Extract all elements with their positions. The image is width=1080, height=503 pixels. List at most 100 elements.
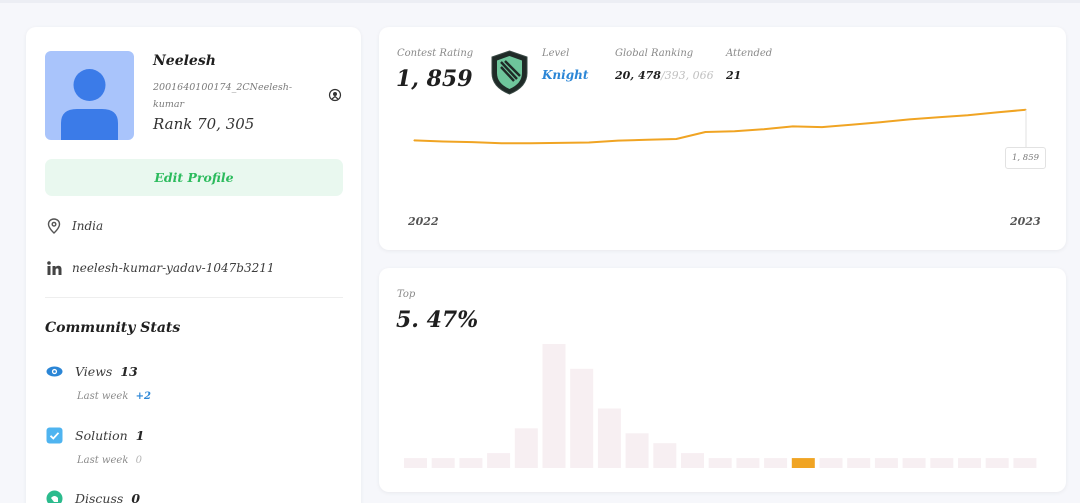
- profile-rank: Rank 70, 305: [153, 115, 255, 133]
- rating-point[interactable]: [588, 141, 590, 144]
- community-stats-title: Community Stats: [45, 320, 181, 336]
- distribution-bar[interactable]: [404, 458, 427, 468]
- stat-solution-sub-label: Last week: [77, 455, 129, 466]
- location-pin-icon: [46, 218, 62, 234]
- distribution-bar[interactable]: [819, 458, 843, 468]
- distribution-bar[interactable]: [542, 344, 566, 468]
- global-ranking-value: 20, 478/393, 066: [615, 69, 714, 82]
- top-bar: [0, 0, 1080, 3]
- divider: [45, 297, 343, 298]
- rating-point[interactable]: [733, 130, 736, 132]
- attended-label: Attended: [726, 48, 773, 59]
- attended-value: 21: [726, 69, 742, 82]
- rating-point[interactable]: [704, 131, 707, 133]
- rating-point[interactable]: [763, 128, 765, 130]
- rating-point[interactable]: [821, 126, 823, 128]
- rating-point[interactable]: [617, 140, 619, 142]
- eye-icon: [46, 366, 63, 377]
- location-row: India: [46, 218, 103, 234]
- badge-icon[interactable]: [328, 88, 342, 102]
- stat-views-label: Views: [75, 364, 113, 379]
- stat-discuss-label: Discuss: [75, 491, 124, 503]
- profile-name: Neelesh: [153, 53, 216, 69]
- level-label: Level: [542, 48, 570, 59]
- stat-solution: Solution 1: [46, 427, 144, 444]
- stat-solution-delta: 0: [135, 455, 142, 466]
- distribution-bar[interactable]: [958, 458, 981, 468]
- top-value: 5. 47%: [396, 307, 479, 333]
- solution-check-icon: [46, 427, 63, 444]
- x-tick-label-end: 2023: [1010, 215, 1041, 228]
- level-value: Knight: [542, 68, 589, 82]
- rating-point[interactable]: [529, 142, 532, 144]
- stat-views-sub: Last week +2: [77, 391, 151, 402]
- user-silhouette-icon: [61, 69, 118, 140]
- edit-profile-button[interactable]: Edit Profile: [45, 159, 343, 196]
- rating-line-chart[interactable]: [379, 27, 1066, 250]
- rating-distribution-chart[interactable]: [379, 268, 1066, 492]
- distribution-bar[interactable]: [459, 458, 483, 468]
- global-ranking-total: /393, 066: [660, 69, 714, 82]
- linkedin-link[interactable]: neelesh-kumar-yadav-1047b3211: [72, 261, 275, 275]
- distribution-bar[interactable]: [514, 428, 538, 468]
- rating-point[interactable]: [413, 139, 415, 141]
- contest-rating-card: Contest Rating 1, 859 Level Knight Globa…: [379, 27, 1066, 250]
- stat-solution-sub: Last week 0: [77, 455, 142, 466]
- location-text: India: [72, 219, 104, 233]
- stat-views-sub-label: Last week: [77, 391, 129, 402]
- distribution-bar[interactable]: [985, 458, 1009, 468]
- distribution-bar[interactable]: [764, 458, 788, 468]
- distribution-bar[interactable]: [431, 458, 455, 468]
- profile-card: Neelesh 2001640100174_2CNeelesh-kumar Ra…: [26, 27, 361, 503]
- distribution-bar-current[interactable]: [791, 458, 815, 468]
- distribution-bar[interactable]: [930, 458, 954, 468]
- distribution-bar[interactable]: [736, 458, 760, 468]
- stat-views-count: 13: [120, 364, 138, 379]
- global-ranking-label: Global Ranking: [615, 48, 694, 59]
- knight-badge-icon[interactable]: [489, 49, 530, 96]
- avatar[interactable]: [45, 51, 134, 140]
- distribution-bar[interactable]: [847, 458, 871, 468]
- distribution-bar[interactable]: [625, 433, 649, 468]
- distribution-bar[interactable]: [708, 458, 732, 468]
- stat-views-delta: +2: [135, 391, 151, 402]
- rating-point[interactable]: [559, 142, 561, 144]
- distribution-bar[interactable]: [570, 368, 594, 468]
- linkedin-icon: [46, 260, 62, 276]
- rating-point[interactable]: [471, 141, 473, 143]
- discuss-icon: [46, 490, 63, 503]
- stat-solution-count: 1: [135, 428, 145, 443]
- rating-point[interactable]: [996, 111, 998, 113]
- rating-point[interactable]: [879, 121, 881, 123]
- x-tick-label-start: 2022: [408, 215, 439, 228]
- global-ranking-rank: 20, 478: [615, 69, 661, 82]
- rating-point[interactable]: [967, 114, 969, 116]
- distribution-bar[interactable]: [653, 443, 677, 468]
- rating-point[interactable]: [442, 140, 444, 143]
- top-label: Top: [397, 289, 416, 300]
- distribution-bar[interactable]: [681, 453, 704, 468]
- rating-point[interactable]: [937, 116, 940, 118]
- stat-views: Views 13: [46, 363, 138, 380]
- stat-solution-label: Solution: [75, 428, 128, 443]
- profile-username: 2001640100174_2CNeelesh-kumar: [153, 82, 293, 110]
- contest-rating-value: 1, 859: [396, 66, 473, 92]
- contest-rating-label: Contest Rating: [397, 48, 474, 59]
- distribution-bar[interactable]: [902, 458, 926, 468]
- top-percentage-card: Top 5. 47%: [379, 268, 1066, 492]
- distribution-bar[interactable]: [487, 453, 511, 468]
- rating-point[interactable]: [850, 124, 852, 126]
- rating-series-line: [413, 108, 1027, 145]
- rating-point[interactable]: [792, 125, 794, 127]
- rating-point[interactable]: [675, 138, 677, 140]
- rating-tooltip: 1, 859: [1005, 147, 1046, 169]
- rating-point[interactable]: [646, 139, 648, 141]
- rating-point[interactable]: [500, 142, 503, 144]
- linkedin-row[interactable]: neelesh-kumar-yadav-1047b3211: [46, 260, 275, 276]
- stat-discuss-count: 0: [131, 491, 141, 503]
- distribution-bar[interactable]: [874, 458, 898, 468]
- distribution-bar[interactable]: [1013, 458, 1037, 468]
- stat-discuss: Discuss 0: [46, 490, 140, 503]
- distribution-bar[interactable]: [597, 408, 621, 468]
- rating-point[interactable]: [908, 118, 911, 120]
